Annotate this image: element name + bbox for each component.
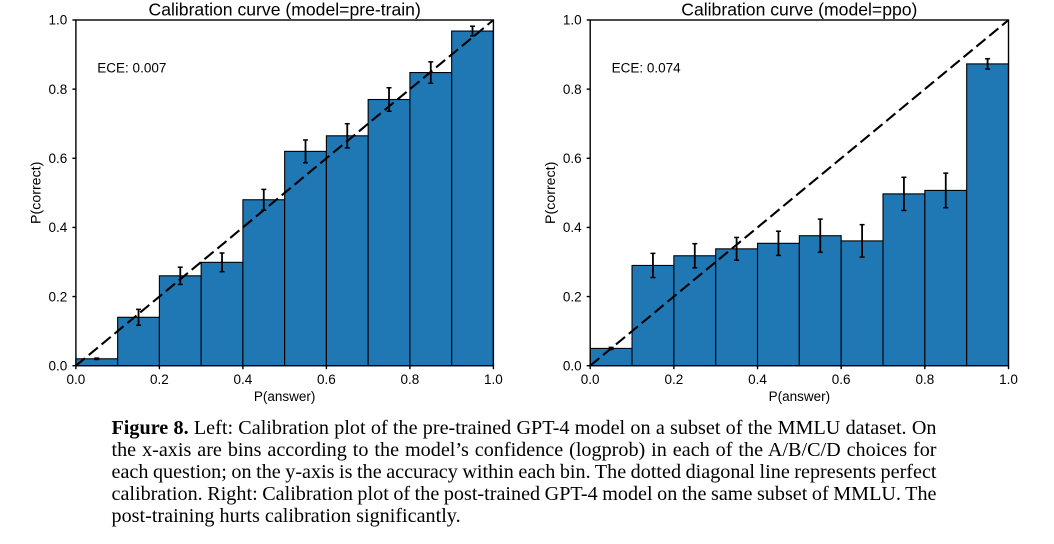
svg-text:Calibration curve (model=pre-t: Calibration curve (model=pre-train) [148,0,420,20]
svg-text:0.6: 0.6 [563,151,582,166]
svg-text:0.8: 0.8 [915,372,934,387]
svg-text:0.4: 0.4 [49,220,68,235]
svg-text:ECE: 0.007: ECE: 0.007 [97,60,166,75]
svg-text:0.8: 0.8 [401,372,420,387]
svg-text:0.2: 0.2 [563,289,582,304]
svg-text:1.0: 1.0 [484,372,503,387]
svg-text:0.2: 0.2 [664,372,683,387]
svg-text:1.0: 1.0 [49,13,68,28]
svg-text:0.2: 0.2 [49,289,68,304]
svg-text:0.8: 0.8 [49,82,68,97]
svg-text:P(answer): P(answer) [254,389,316,404]
svg-text:0.8: 0.8 [563,82,582,97]
svg-text:P(correct): P(correct) [543,162,559,224]
svg-text:0.0: 0.0 [67,372,86,387]
svg-text:ECE: 0.074: ECE: 0.074 [612,60,682,75]
svg-text:1.0: 1.0 [999,372,1018,387]
svg-text:P(correct): P(correct) [29,162,45,224]
svg-text:0.6: 0.6 [832,372,851,387]
svg-text:0.6: 0.6 [317,372,336,387]
svg-text:0.4: 0.4 [748,372,767,387]
svg-text:0.2: 0.2 [150,372,169,387]
svg-text:0.0: 0.0 [563,358,582,373]
svg-text:0.4: 0.4 [563,220,582,235]
svg-text:1.0: 1.0 [563,13,582,28]
svg-text:0.0: 0.0 [49,358,68,373]
svg-text:P(answer): P(answer) [769,389,831,404]
svg-text:0.4: 0.4 [234,372,253,387]
svg-text:0.6: 0.6 [49,151,68,166]
svg-text:0.0: 0.0 [581,372,600,387]
svg-text:Calibration curve (model=ppo): Calibration curve (model=ppo) [681,0,917,20]
